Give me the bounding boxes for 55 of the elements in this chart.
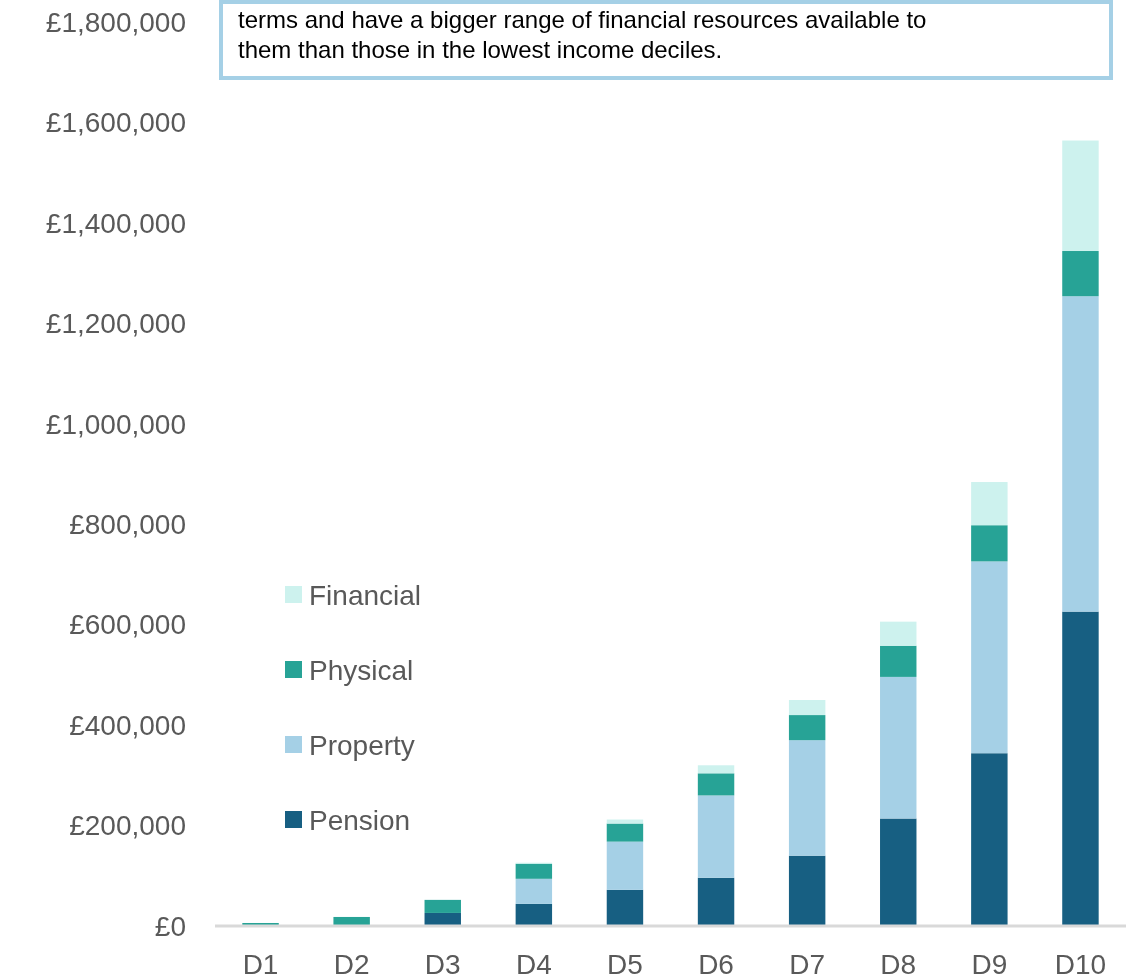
x-tick-label: D6 [698,949,734,978]
x-tick-label: D1 [242,949,279,978]
bar [697,773,735,796]
bar [697,795,735,878]
bar [515,878,553,904]
bar [697,877,735,926]
legend-label: Financial [309,579,422,611]
bar [515,903,553,926]
bar [1062,611,1099,926]
bar [971,482,1008,526]
y-tick-label: £800,000 [69,509,186,541]
bar [1062,140,1099,252]
bar [971,525,1008,562]
bar [606,889,644,926]
bar [606,819,644,824]
bar [606,841,644,890]
y-tick-label: £1,000,000 [45,408,186,440]
bar [880,621,917,646]
x-tick-label: D9 [971,949,1008,978]
bar [1062,251,1099,297]
x-tick-label: D5 [607,949,643,978]
bar [880,676,917,819]
y-tick-label: £400,000 [69,709,186,741]
legend-label: Physical [309,654,414,686]
y-tick-label: £0 [154,910,186,942]
bar [1062,296,1099,612]
bar [971,753,1008,926]
bar [424,912,461,926]
bar [788,740,826,856]
bar [697,765,735,774]
x-tick-label: D8 [880,949,917,978]
y-tick-label: £200,000 [69,810,186,842]
bar [788,855,826,926]
bar [788,700,826,716]
bar [333,916,370,926]
y-tick-label: £1,200,000 [45,308,186,340]
y-tick-label: £1,800,000 [45,6,186,38]
x-tick-label: D10 [1054,949,1107,978]
legend-label: Pension [309,804,411,836]
bar [788,715,826,741]
legend-label: Property [309,729,415,761]
y-tick-label: £1,400,000 [45,207,186,239]
x-tick-label: D2 [333,949,370,978]
bar [880,818,917,926]
bar [971,561,1008,754]
bar [880,645,917,677]
y-tick-label: £1,600,000 [45,107,186,139]
bar [606,823,644,842]
bar [515,863,553,879]
x-tick-label: D3 [424,949,461,978]
bar [424,899,461,913]
y-tick-label: £600,000 [69,609,186,641]
x-tick-label: D4 [515,949,552,978]
annotation: terms and have a bigger range of financial resources available to them than those in the lowest income deciles. [238,6,927,63]
x-tick-label: D7 [789,949,826,978]
